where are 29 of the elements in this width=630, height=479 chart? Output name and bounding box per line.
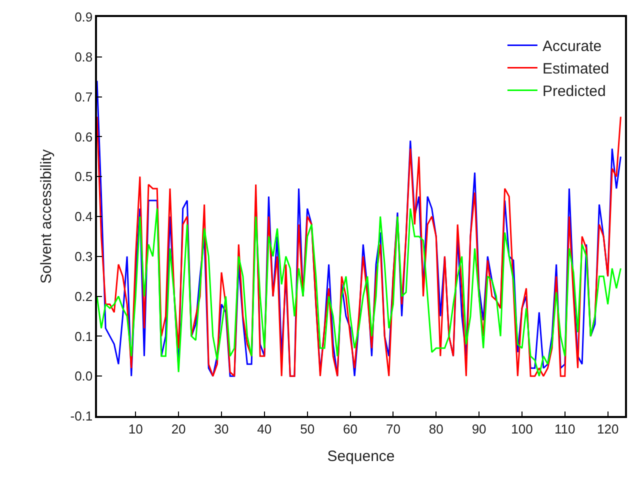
y-tick-label: 0.2 [74, 288, 93, 304]
x-tick-label: 120 [596, 421, 619, 436]
line-series [97, 208, 622, 377]
x-tick-label: 80 [428, 421, 444, 436]
x-tick-label: 30 [214, 421, 229, 436]
legend-label: Estimated [542, 60, 610, 78]
x-axis-title: Sequence [327, 448, 395, 465]
legend-label: Accurate [542, 38, 602, 56]
y-tick-label: 0.5 [74, 169, 93, 184]
y-tick-label: 0.3 [74, 248, 93, 264]
x-tick-label: 110 [554, 421, 576, 436]
x-tick-label: 50 [300, 421, 315, 436]
y-tick-label: 0.9 [74, 10, 93, 25]
y-tick-label: 0.4 [74, 209, 93, 224]
y-tick-label: 0.1 [74, 328, 93, 344]
x-tick-label: 100 [511, 421, 533, 436]
x-tick-label: 40 [257, 421, 272, 436]
y-tick-label: -0.1 [70, 408, 93, 424]
x-tick-label: 90 [472, 421, 486, 436]
y-axis-title: Solvent accessibility [38, 148, 55, 284]
y-tick-label: 0.0 [74, 368, 93, 384]
y-tick-label: 0.6 [74, 129, 93, 144]
y-tick-label: 0.8 [74, 49, 93, 64]
x-tick-label: 70 [386, 421, 400, 436]
y-tick-label: 0.7 [74, 89, 93, 104]
x-tick-label: 60 [343, 421, 358, 436]
legend-label: Predicted [542, 83, 606, 100]
x-tick-label: 10 [128, 421, 143, 436]
x-tick-label: 20 [171, 421, 186, 436]
